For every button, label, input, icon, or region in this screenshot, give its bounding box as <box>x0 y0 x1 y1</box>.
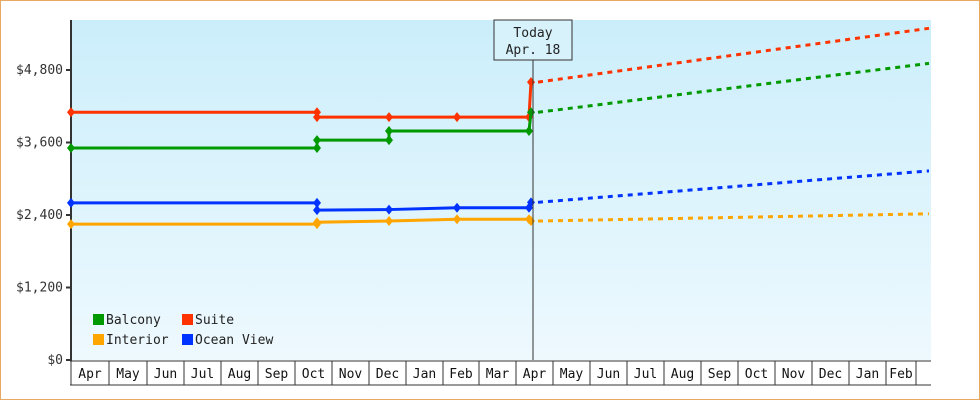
data-point-marker[interactable] <box>453 112 461 123</box>
data-point-marker[interactable] <box>313 135 321 146</box>
data-point-marker[interactable] <box>313 205 321 216</box>
data-point-marker[interactable] <box>67 197 75 208</box>
legend-swatch-icon <box>93 314 104 325</box>
month-label: Sep <box>265 367 289 382</box>
data-point-marker[interactable] <box>385 135 393 146</box>
legend-label: Ocean View <box>195 333 273 348</box>
plot-area <box>71 20 931 360</box>
legend-item[interactable]: Balcony <box>93 313 161 328</box>
month-label: Jul <box>634 367 657 382</box>
month-label: Aug <box>671 367 694 382</box>
month-label: Jan <box>413 367 436 382</box>
month-label: Oct <box>745 367 768 382</box>
month-label: Mar <box>486 367 510 382</box>
legend-item[interactable]: Ocean View <box>182 333 273 348</box>
data-point-marker[interactable] <box>525 126 533 137</box>
month-label: Dec <box>819 367 842 382</box>
month-label: May <box>116 367 140 382</box>
data-point-marker[interactable] <box>313 112 321 123</box>
month-label: Dec <box>376 367 399 382</box>
data-point-marker[interactable] <box>385 126 393 137</box>
legend-item[interactable]: Interior <box>93 333 169 348</box>
data-point-marker[interactable] <box>385 216 393 227</box>
legend-swatch-icon <box>93 334 104 345</box>
month-label: Aug <box>228 367 251 382</box>
x-axis: Apr May Jun Jul Aug Sep Oct Nov Dec Jan Feb Mar Apr M… <box>70 360 931 386</box>
data-point-marker[interactable] <box>67 142 75 153</box>
data-point-marker[interactable] <box>453 214 461 225</box>
data-point-marker[interactable] <box>313 217 321 228</box>
month-label: Nov <box>782 367 806 382</box>
month-label: Jun <box>154 367 177 382</box>
legend-label: Interior <box>106 333 169 348</box>
month-label: Sep <box>708 367 732 382</box>
y-tick-label: $0 <box>47 353 63 368</box>
data-point-marker[interactable] <box>313 142 321 153</box>
month-label: Feb <box>449 367 473 382</box>
legend-swatch-icon <box>182 314 193 325</box>
legend-label: Balcony <box>106 313 161 328</box>
month-label: Apr <box>78 367 102 382</box>
month-label: Jun <box>597 367 620 382</box>
today-marker: Today Apr. 18 <box>493 19 573 360</box>
month-label: Jul <box>191 367 214 382</box>
data-point-marker[interactable] <box>453 202 461 213</box>
today-date: Apr. 18 <box>506 43 561 58</box>
month-label: May <box>560 367 584 382</box>
legend-label: Suite <box>195 313 234 328</box>
data-point-marker[interactable] <box>313 197 321 208</box>
data-point-marker[interactable] <box>67 107 75 118</box>
data-point-marker[interactable] <box>385 112 393 123</box>
legend-swatch-icon <box>182 334 193 345</box>
data-point-marker[interactable] <box>67 219 75 230</box>
y-tick-label: $1,200 <box>16 281 63 296</box>
y-tick-label: $2,400 <box>16 208 63 223</box>
data-point-marker[interactable] <box>385 204 393 215</box>
today-label: Today <box>513 26 552 41</box>
month-label: Feb <box>889 367 913 382</box>
y-tick-label: $3,600 <box>16 136 63 151</box>
legend: Balcony Suite Interior Ocean View <box>93 313 273 348</box>
legend-item[interactable]: Suite <box>182 313 234 328</box>
y-tick-label: $4,800 <box>16 63 63 78</box>
month-label: Oct <box>302 367 325 382</box>
month-label: Nov <box>339 367 363 382</box>
month-label: Jan <box>856 367 879 382</box>
y-axis: $0 $1,200 $2,400 $3,600 $4,800 <box>16 20 72 368</box>
month-label: Apr <box>523 367 547 382</box>
